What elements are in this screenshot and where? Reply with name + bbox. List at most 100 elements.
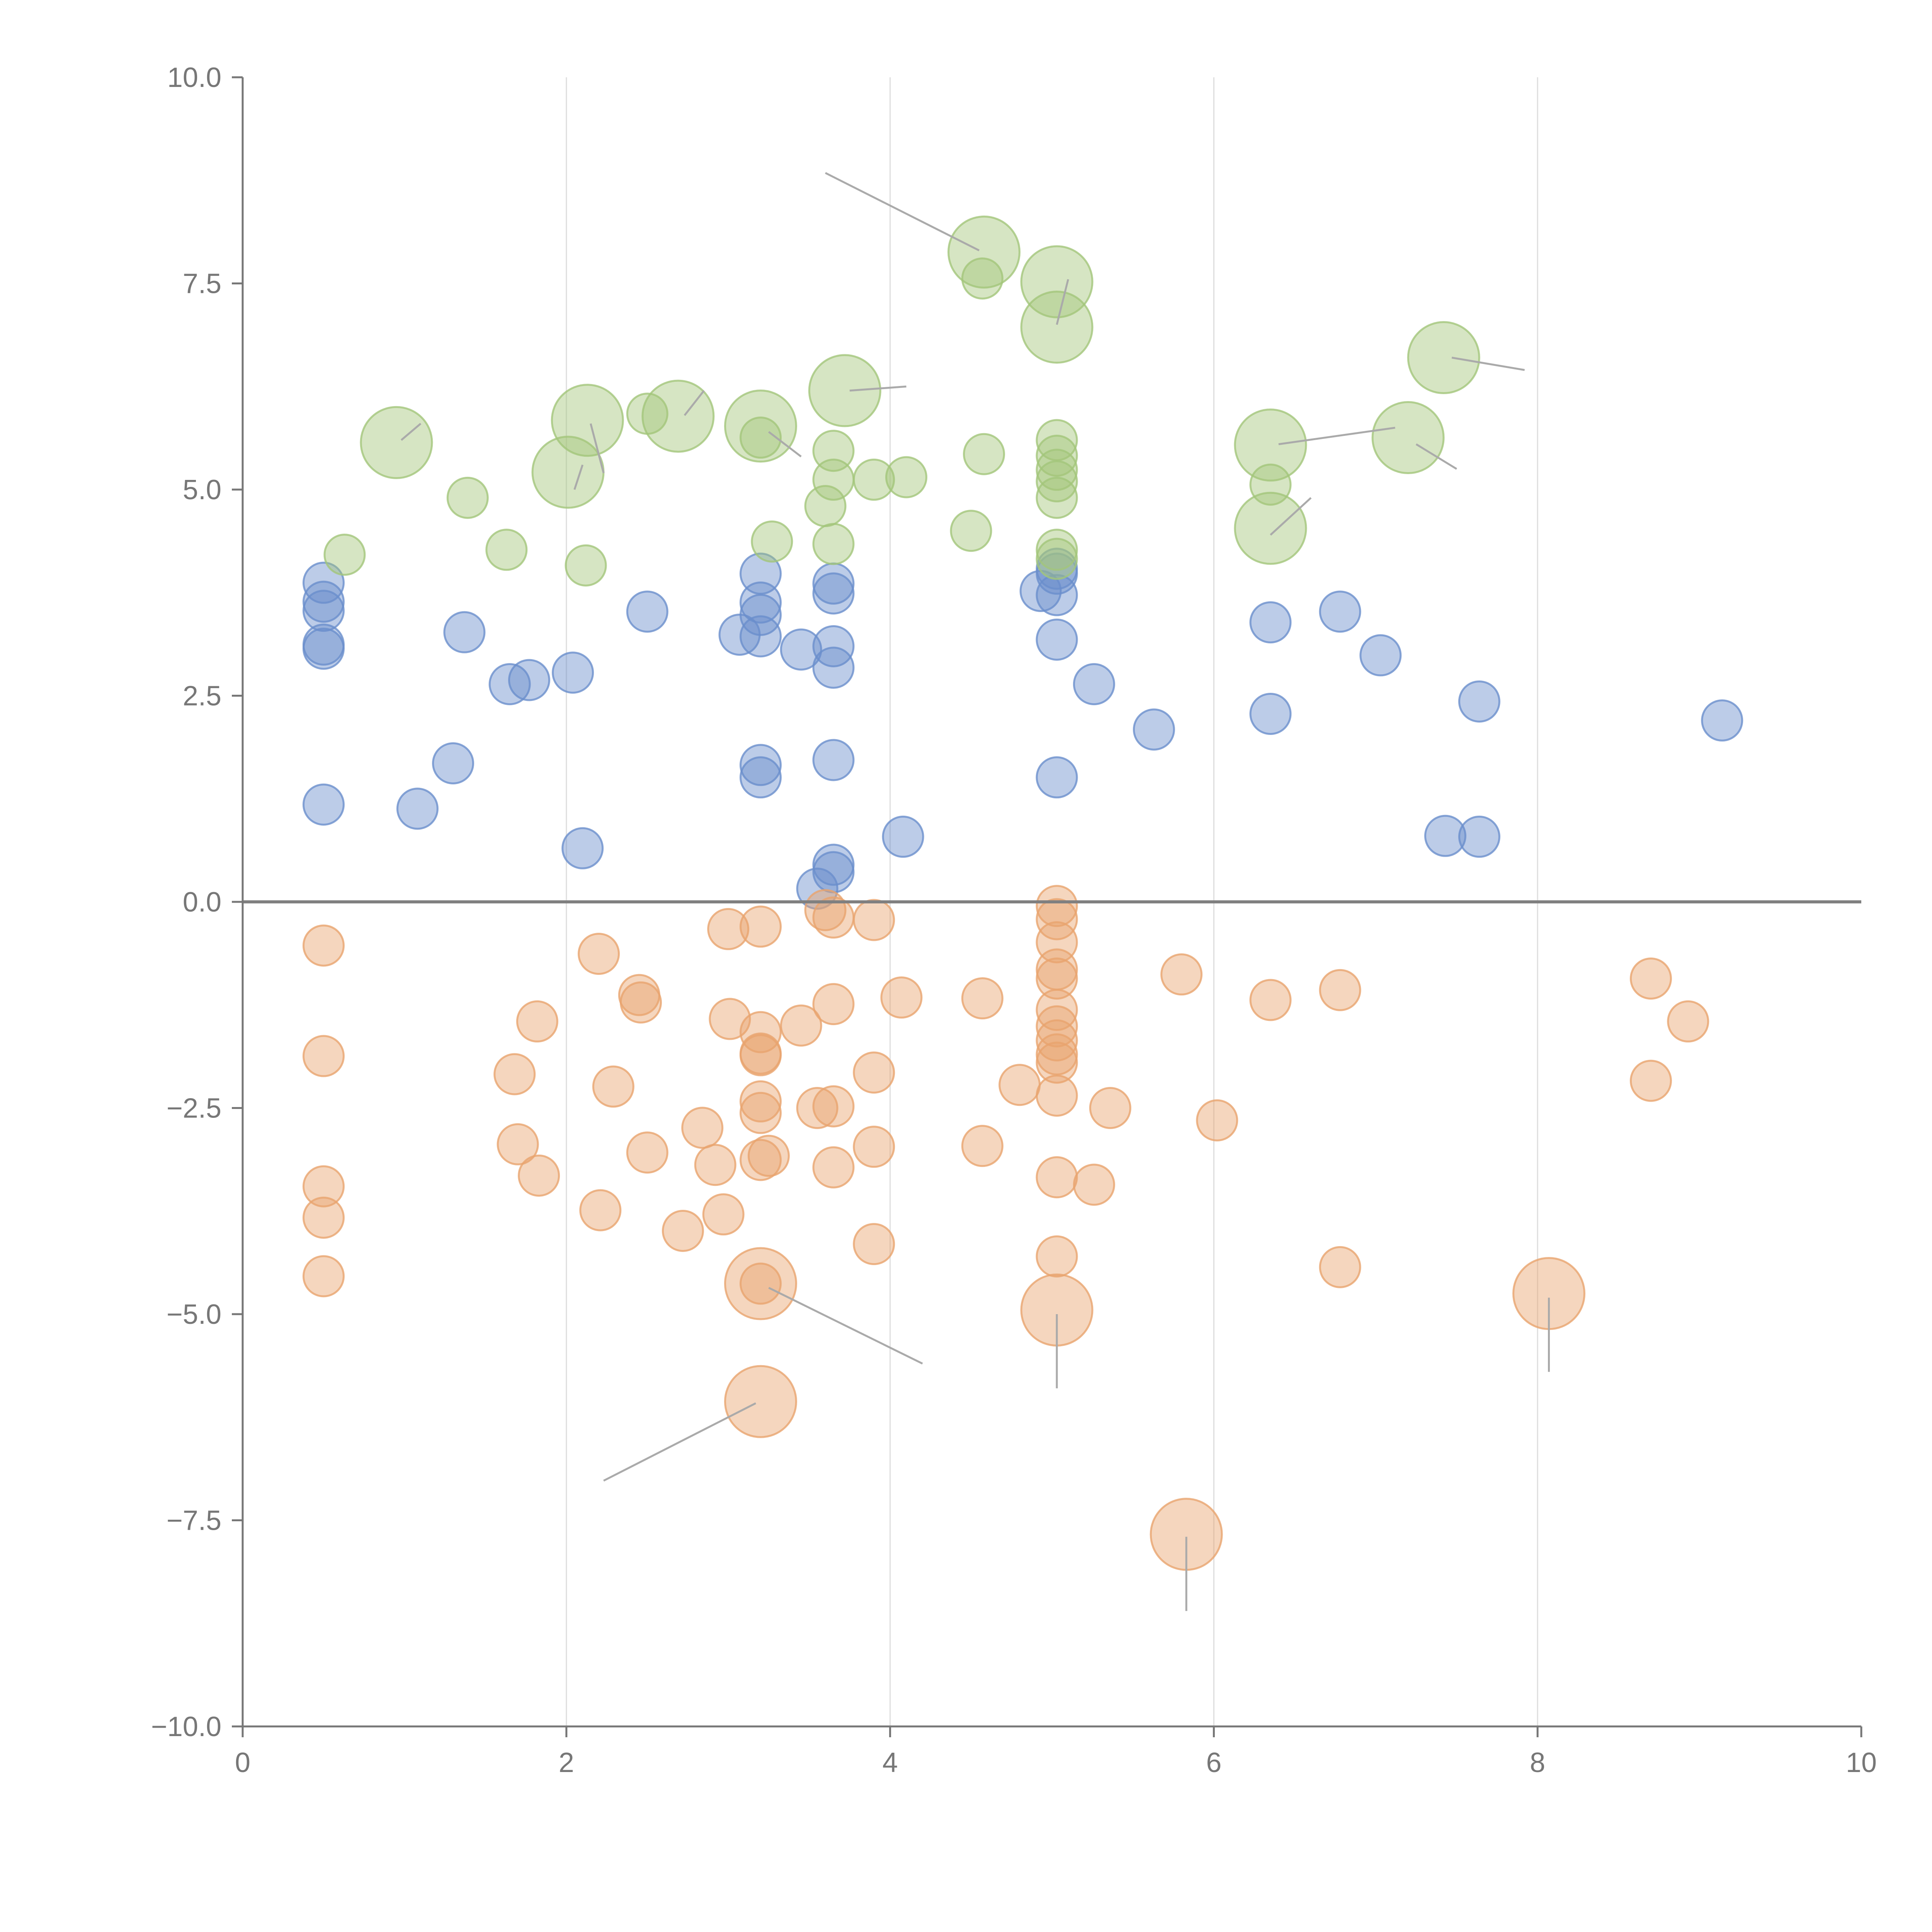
orange-point-70 <box>1629 957 1672 1000</box>
green-point-9 <box>724 389 797 463</box>
blue-point-8 <box>443 611 486 653</box>
green-point-2 <box>446 476 489 519</box>
y-tick-label-3: 2.5 <box>183 681 221 712</box>
y-tick-label-6: −5.0 <box>167 1299 221 1330</box>
orange-point-65 <box>1196 1099 1238 1142</box>
y-tick-label-2: 5.0 <box>183 474 221 505</box>
blue-point-19 <box>739 744 782 786</box>
orange-point-37 <box>812 1085 855 1128</box>
x-tick-label-0: 0 <box>235 1747 250 1778</box>
orange-point-48 <box>1036 898 1078 940</box>
blue-point-2 <box>302 590 345 632</box>
orange-point-41 <box>853 1126 895 1168</box>
orange-point-33 <box>796 1087 838 1129</box>
orange-point-18 <box>702 1193 745 1236</box>
orange-point-16 <box>681 1107 724 1149</box>
blue-point-27 <box>812 739 855 781</box>
green-point-20 <box>961 257 1003 300</box>
orange-point-67 <box>1319 969 1361 1011</box>
blue-point-35 <box>1036 618 1078 661</box>
y-tick-label-0: 10.0 <box>167 62 221 93</box>
blue-point-33 <box>1036 553 1078 595</box>
leader-line-6 <box>768 431 802 457</box>
orange-point-52 <box>1036 989 1078 1031</box>
blue-point-18 <box>739 615 782 658</box>
orange-point-68 <box>1319 1246 1361 1288</box>
green-point-6 <box>551 384 624 457</box>
orange-point-59 <box>1036 1235 1078 1278</box>
green-point-17 <box>853 458 895 501</box>
orange-point-47 <box>1036 885 1078 927</box>
orange-point-43 <box>880 976 923 1019</box>
orange-point-56 <box>1036 1041 1078 1084</box>
orange-point-28 <box>747 1134 790 1177</box>
green-point-16 <box>808 354 881 427</box>
leader-line-11 <box>1270 497 1312 536</box>
annotation-leader-lines <box>400 172 1550 1611</box>
y-tick-label-5: −2.5 <box>167 1093 221 1124</box>
blue-point-41 <box>1319 590 1361 633</box>
orange-point-7 <box>516 1000 558 1043</box>
green-point-3 <box>485 529 528 571</box>
orange-point-17 <box>694 1144 736 1186</box>
orange-point-42 <box>853 1223 895 1265</box>
leader-line-1 <box>1056 279 1069 325</box>
orange-point-9 <box>578 932 620 975</box>
blue-point-37 <box>1073 663 1115 706</box>
blue-point-1 <box>302 580 345 623</box>
green-point-10 <box>739 417 782 459</box>
leader-line-10 <box>1451 357 1525 371</box>
orange-point-6 <box>497 1123 539 1165</box>
blue-point-6 <box>396 787 439 830</box>
orange-point-51 <box>1036 957 1078 1000</box>
orange-point-22 <box>739 1011 782 1053</box>
orange-point-54 <box>1036 1019 1078 1062</box>
leader-line-7 <box>849 385 906 392</box>
green-point-11 <box>751 520 793 563</box>
blue-point-4 <box>302 628 345 670</box>
green-point-34 <box>1234 492 1307 565</box>
orange-point-5 <box>493 1053 536 1095</box>
leader-line-3 <box>573 464 584 490</box>
green-point-22 <box>963 433 1005 475</box>
orange-point-35 <box>812 896 855 939</box>
blue-point-16 <box>739 581 782 624</box>
orange-point-14 <box>626 1131 668 1174</box>
green-point-0 <box>323 534 366 576</box>
green-point-35 <box>1371 401 1445 474</box>
blue-point-25 <box>812 625 855 667</box>
blue-point-15 <box>739 553 782 595</box>
blue-point-30 <box>882 815 924 858</box>
green-point-8 <box>641 379 715 453</box>
orange-point-3 <box>302 1196 345 1239</box>
leader-line-0 <box>825 172 980 252</box>
green-point-32 <box>1234 408 1307 482</box>
green-point-15 <box>812 523 855 565</box>
orange-point-61 <box>1073 1163 1115 1206</box>
green-point-31 <box>1020 291 1094 364</box>
x-tick-label-2: 4 <box>883 1747 898 1778</box>
orange-point-45 <box>961 1125 1003 1167</box>
y-tick-label-1: 7.5 <box>183 269 221 299</box>
blue-point-20 <box>739 756 782 799</box>
orange-point-72 <box>1667 1000 1709 1043</box>
orange-point-46 <box>998 1064 1041 1106</box>
axes: 10.0 7.5 5.0 2.5 0.0 −2.5 −5.0 −7.5 −10.0 0 2 4 6 8 10 <box>151 62 1877 1778</box>
orange-point-66 <box>1249 979 1292 1021</box>
blue-point-24 <box>812 572 855 615</box>
y-tick-label-8: −10.0 <box>151 1711 221 1742</box>
blue-point-36 <box>1036 756 1078 799</box>
leader-line-9 <box>1415 443 1458 470</box>
orange-point-27 <box>739 1139 782 1181</box>
orange-point-57 <box>1036 1074 1078 1117</box>
green-point-13 <box>812 430 855 472</box>
orange-point-32 <box>780 1004 822 1047</box>
blue-point-42 <box>1359 634 1402 677</box>
green-point-23 <box>1036 419 1078 461</box>
blue-point-34 <box>1036 574 1078 616</box>
green-point-19 <box>950 510 992 552</box>
x-tick-label-3: 6 <box>1206 1747 1221 1778</box>
blue-point-38 <box>1133 708 1175 751</box>
orange-point-63 <box>1160 953 1203 996</box>
